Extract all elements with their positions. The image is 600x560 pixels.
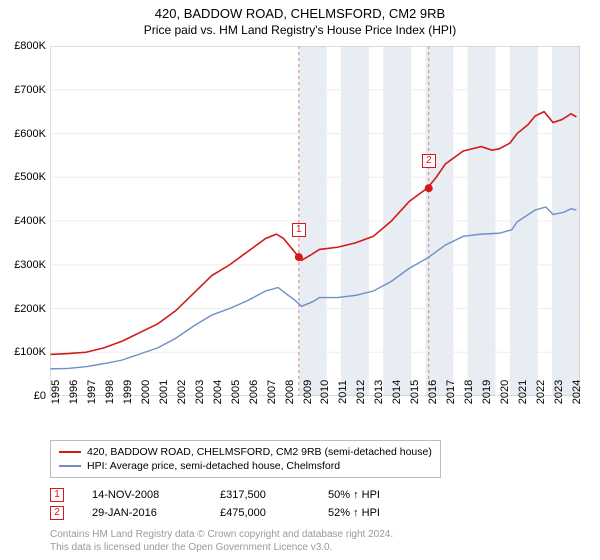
sales-row: 2 29-JAN-2016 £475,000 52% ↑ HPI (50, 504, 580, 522)
x-axis-label: 2003 (194, 380, 206, 404)
chart-subtitle: Price paid vs. HM Land Registry's House … (0, 21, 600, 37)
sale-marker-icon: 2 (50, 506, 64, 520)
legend-label: HPI: Average price, semi-detached house,… (87, 460, 340, 472)
sale-price: £317,500 (220, 489, 300, 501)
x-axis-label: 2022 (535, 380, 547, 404)
sales-row: 1 14-NOV-2008 £317,500 50% ↑ HPI (50, 486, 580, 504)
chart-container: 420, BADDOW ROAD, CHELMSFORD, CM2 9RB Pr… (0, 0, 600, 560)
x-axis-label: 1995 (50, 380, 62, 404)
y-axis-label: £500K (0, 171, 46, 183)
y-axis-label: £400K (0, 215, 46, 227)
x-axis-label: 2010 (319, 380, 331, 404)
x-axis-label: 2024 (571, 380, 583, 404)
sale-delta: 52% ↑ HPI (328, 507, 380, 519)
sales-table: 1 14-NOV-2008 £317,500 50% ↑ HPI 2 29-JA… (50, 486, 580, 522)
footer-attribution: Contains HM Land Registry data © Crown c… (50, 528, 393, 554)
y-axis-label: £300K (0, 259, 46, 271)
x-axis-label: 2016 (427, 380, 439, 404)
legend-row: 420, BADDOW ROAD, CHELMSFORD, CM2 9RB (s… (59, 445, 432, 459)
x-axis-label: 2000 (140, 380, 152, 404)
x-axis-label: 2005 (230, 380, 242, 404)
x-axis-label: 2023 (553, 380, 565, 404)
x-axis-label: 1998 (104, 380, 116, 404)
x-axis-label: 2012 (355, 380, 367, 404)
sale-marker-plot: 2 (422, 154, 436, 168)
chart-svg (50, 46, 580, 396)
y-axis-label: £700K (0, 84, 46, 96)
x-axis-label: 1996 (68, 380, 80, 404)
x-axis-label: 2014 (391, 380, 403, 404)
legend-swatch (59, 451, 81, 453)
chart-title: 420, BADDOW ROAD, CHELMSFORD, CM2 9RB (0, 0, 600, 21)
x-axis-label: 2006 (248, 380, 260, 404)
x-axis-label: 2011 (337, 380, 349, 404)
sale-marker-icon: 1 (50, 488, 64, 502)
legend-row: HPI: Average price, semi-detached house,… (59, 459, 432, 473)
x-axis-label: 1997 (86, 380, 98, 404)
legend-box: 420, BADDOW ROAD, CHELMSFORD, CM2 9RB (s… (50, 440, 441, 478)
y-axis-label: £200K (0, 303, 46, 315)
x-axis-label: 2013 (373, 380, 385, 404)
x-axis-label: 2001 (158, 380, 170, 404)
x-axis-label: 2019 (481, 380, 493, 404)
x-axis-label: 2008 (284, 380, 296, 404)
x-axis-label: 2004 (212, 380, 224, 404)
x-axis-label: 2021 (517, 380, 529, 404)
y-axis-label: £800K (0, 40, 46, 52)
y-axis-label: £0 (0, 390, 46, 402)
x-axis-label: 1999 (122, 380, 134, 404)
legend-label: 420, BADDOW ROAD, CHELMSFORD, CM2 9RB (s… (87, 446, 432, 458)
legend-and-sales: 420, BADDOW ROAD, CHELMSFORD, CM2 9RB (s… (50, 440, 580, 522)
x-axis-label: 2009 (302, 380, 314, 404)
sale-marker-plot: 1 (292, 223, 306, 237)
footer-line: Contains HM Land Registry data © Crown c… (50, 528, 393, 541)
sale-date: 29-JAN-2016 (92, 507, 192, 519)
sale-delta: 50% ↑ HPI (328, 489, 380, 501)
chart-plot-area: £0£100K£200K£300K£400K£500K£600K£700K£80… (50, 46, 580, 396)
x-axis-label: 2007 (266, 380, 278, 404)
x-axis-label: 2002 (176, 380, 188, 404)
sale-price: £475,000 (220, 507, 300, 519)
sale-date: 14-NOV-2008 (92, 489, 192, 501)
x-axis-label: 2020 (499, 380, 511, 404)
footer-line: This data is licensed under the Open Gov… (50, 541, 393, 554)
x-axis-label: 2017 (445, 380, 457, 404)
x-axis-label: 2015 (409, 380, 421, 404)
x-axis-label: 2018 (463, 380, 475, 404)
y-axis-label: £600K (0, 128, 46, 140)
y-axis-label: £100K (0, 346, 46, 358)
legend-swatch (59, 465, 81, 467)
